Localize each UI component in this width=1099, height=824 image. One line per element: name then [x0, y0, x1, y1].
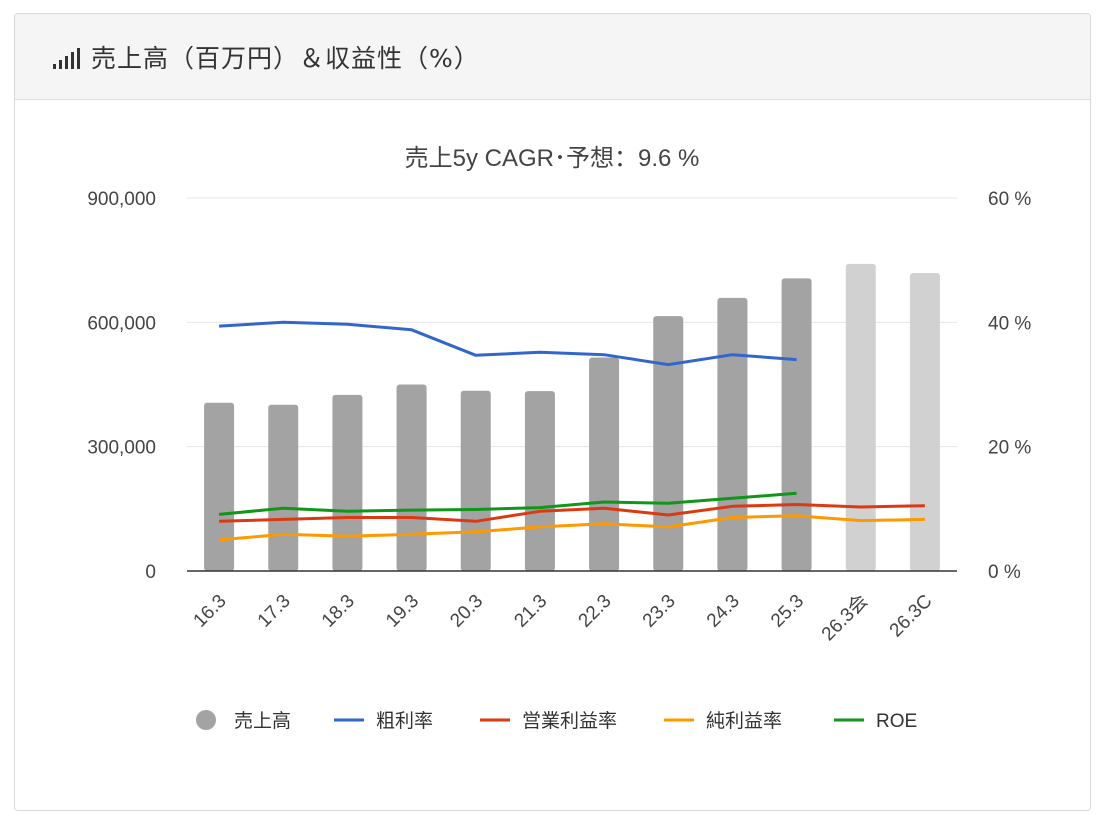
bar-23.3[interactable] — [653, 316, 684, 571]
panel-title: 売上高（百万円）＆収益性（%） — [91, 43, 480, 73]
left-tick-label: 600,000 — [87, 313, 156, 334]
left-tick-label: 0 — [145, 562, 156, 583]
right-tick-label: 20 % — [988, 438, 1031, 459]
left-tick-label: 300,000 — [87, 438, 156, 459]
x-tick-label: 20.3 — [446, 591, 487, 632]
x-tick-label: 16.3 — [190, 591, 231, 632]
signal-bars-icon — [51, 44, 85, 70]
chart-title: 売上5y CAGR･予想：9.6 % — [405, 145, 700, 172]
x-tick-label: 21.3 — [510, 591, 551, 632]
x-tick-label: 25.3 — [767, 591, 808, 632]
right-tick-label: 0 % — [988, 562, 1021, 583]
x-tick-label: 23.3 — [639, 591, 680, 632]
x-tick-label: 22.3 — [575, 591, 616, 632]
bar-24.3[interactable] — [717, 297, 748, 571]
bar-22.3[interactable] — [589, 357, 620, 571]
x-tick-label: 26.3C — [886, 591, 937, 642]
legend-label: 営業利益率 — [522, 710, 617, 732]
x-tick-label: 24.3 — [703, 591, 744, 632]
legend-swatch — [196, 710, 216, 730]
series-line-営業利益率[interactable] — [219, 503, 925, 523]
bar-19.3[interactable] — [396, 384, 427, 572]
bar-18.3[interactable] — [332, 394, 363, 571]
series-line-粗利率[interactable] — [219, 320, 797, 367]
bar-26.3会[interactable] — [845, 263, 876, 571]
legend-item-粗利率[interactable]: 粗利率 — [334, 710, 433, 732]
bar-20.3[interactable] — [460, 390, 491, 571]
legend-label: 売上高 — [234, 710, 291, 732]
series-line-純利益率[interactable] — [218, 514, 925, 542]
legend-label: 粗利率 — [376, 710, 433, 732]
legend-label: 純利益率 — [706, 710, 782, 732]
series-line-ROE[interactable] — [218, 491, 797, 516]
x-tick-label: 19.3 — [382, 591, 423, 632]
x-tick-label: 18.3 — [318, 591, 359, 632]
right-tick-label: 60 % — [988, 189, 1031, 210]
right-tick-label: 40 % — [988, 313, 1031, 334]
legend-item-ROE[interactable]: ROE — [834, 711, 917, 732]
legend-item-純利益率[interactable]: 純利益率 — [664, 710, 782, 732]
bar-26.3C[interactable] — [909, 273, 940, 571]
bar-21.3[interactable] — [524, 391, 555, 571]
bar-17.3[interactable] — [268, 404, 299, 571]
x-tick-label: 17.3 — [254, 591, 295, 632]
legend-item-営業利益率[interactable]: 営業利益率 — [480, 710, 617, 732]
card-header: 売上高（百万円）＆収益性（%） — [15, 14, 1090, 100]
legend-item-売上高[interactable]: 売上高 — [196, 710, 291, 732]
bar-16.3[interactable] — [204, 402, 235, 571]
left-tick-label: 900,000 — [87, 189, 156, 210]
legend-label: ROE — [876, 711, 917, 732]
x-tick-label: 26.3会 — [817, 590, 872, 645]
bar-25.3[interactable] — [781, 278, 812, 571]
